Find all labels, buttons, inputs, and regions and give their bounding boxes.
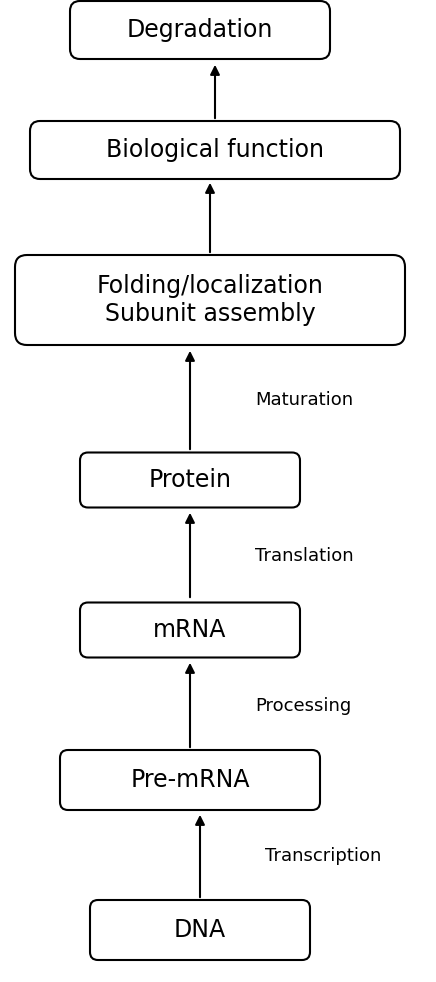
- Text: Degradation: Degradation: [127, 18, 273, 42]
- Text: DNA: DNA: [174, 918, 226, 942]
- FancyBboxPatch shape: [30, 121, 400, 179]
- Text: Protein: Protein: [149, 468, 232, 492]
- Text: Biological function: Biological function: [106, 138, 324, 162]
- Text: Maturation: Maturation: [255, 391, 353, 409]
- Text: Processing: Processing: [255, 697, 351, 715]
- Text: mRNA: mRNA: [153, 618, 227, 642]
- FancyBboxPatch shape: [80, 603, 300, 658]
- FancyBboxPatch shape: [80, 453, 300, 508]
- FancyBboxPatch shape: [60, 750, 320, 810]
- Text: Translation: Translation: [255, 547, 354, 565]
- FancyBboxPatch shape: [70, 1, 330, 59]
- FancyBboxPatch shape: [15, 255, 405, 345]
- Text: Transcription: Transcription: [265, 847, 382, 865]
- Text: Pre-mRNA: Pre-mRNA: [130, 768, 250, 792]
- Text: Folding/localization
Subunit assembly: Folding/localization Subunit assembly: [96, 274, 324, 326]
- FancyBboxPatch shape: [90, 900, 310, 960]
